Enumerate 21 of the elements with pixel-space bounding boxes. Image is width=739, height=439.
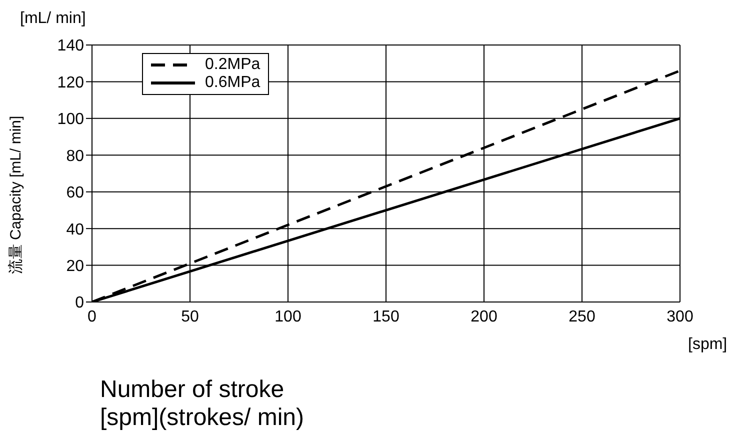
y-tick-label: 100 xyxy=(57,111,84,128)
y-axis-title: 流量 Capacity [mL/ min] xyxy=(6,115,26,274)
y-tick-label: 140 xyxy=(57,38,84,55)
y-tick-label: 20 xyxy=(66,258,84,275)
x-tick-label: 0 xyxy=(88,308,97,326)
legend-label: 0.2MPa xyxy=(205,56,260,74)
x-tick-label: 300 xyxy=(666,308,694,326)
y-tick-label: 120 xyxy=(57,74,84,92)
x-tick-label: 250 xyxy=(568,308,596,326)
x-tick-label: 150 xyxy=(372,308,400,326)
y-tick-label: 40 xyxy=(66,221,84,238)
text: [mL/ min] xyxy=(20,10,86,28)
y-tick-label: 60 xyxy=(66,184,84,202)
x-tick-label: 200 xyxy=(470,308,498,326)
legend-label: 0.6MPa xyxy=(205,74,260,92)
y-tick-label: 0 xyxy=(75,294,84,312)
y-tick-label: 80 xyxy=(66,148,84,165)
x-tick-label: 100 xyxy=(274,308,302,326)
x-axis-title: Number of stroke [spm](strokes/ min) xyxy=(100,376,304,432)
x-tick-label: 50 xyxy=(181,308,199,326)
text: [spm] xyxy=(688,336,728,354)
